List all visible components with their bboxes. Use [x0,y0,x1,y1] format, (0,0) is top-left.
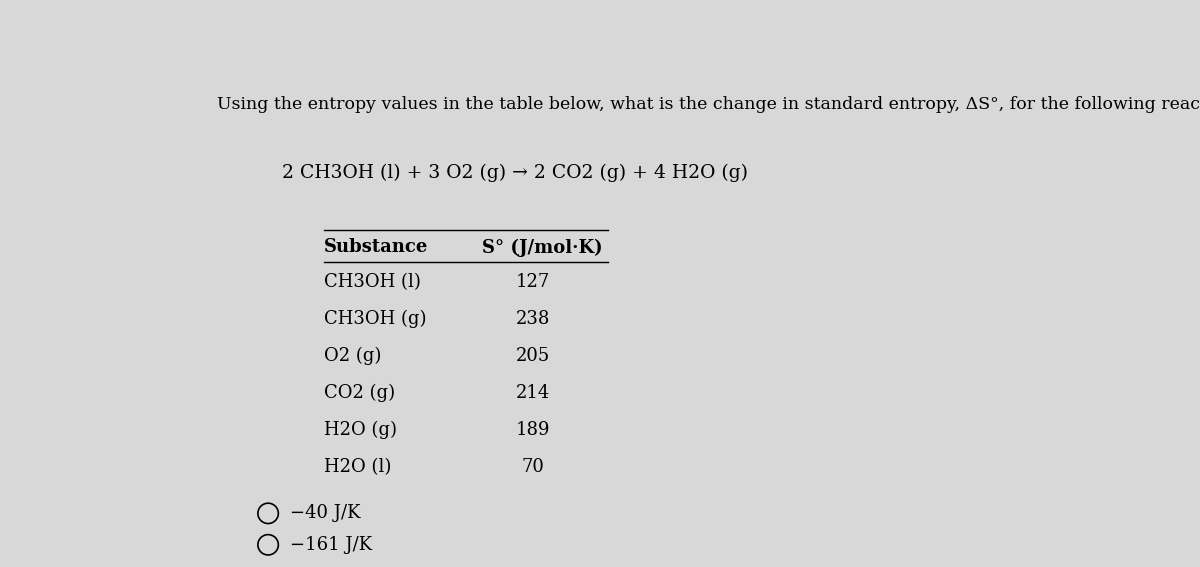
Text: CH3OH (l): CH3OH (l) [324,273,421,291]
Text: 2 CH3OH (l) + 3 O2 (g) → 2 CO2 (g) + 4 H2O (g): 2 CH3OH (l) + 3 O2 (g) → 2 CO2 (g) + 4 H… [282,164,748,183]
Text: H2O (g): H2O (g) [324,421,397,439]
Text: Using the entropy values in the table below, what is the change in standard entr: Using the entropy values in the table be… [217,96,1200,113]
Text: S° (J/mol·K): S° (J/mol·K) [482,238,602,256]
Text: 70: 70 [522,458,545,476]
Text: CO2 (g): CO2 (g) [324,384,395,403]
Text: 214: 214 [516,384,551,402]
Text: 127: 127 [516,273,551,291]
Text: 189: 189 [516,421,551,439]
Text: CH3OH (g): CH3OH (g) [324,310,426,328]
Text: 238: 238 [516,310,551,328]
Text: −161 J/K: −161 J/K [289,536,372,554]
Text: O2 (g): O2 (g) [324,347,382,365]
Text: −40 J/K: −40 J/K [289,505,360,522]
Text: 205: 205 [516,347,551,365]
Text: H2O (l): H2O (l) [324,458,391,476]
Text: Substance: Substance [324,238,428,256]
